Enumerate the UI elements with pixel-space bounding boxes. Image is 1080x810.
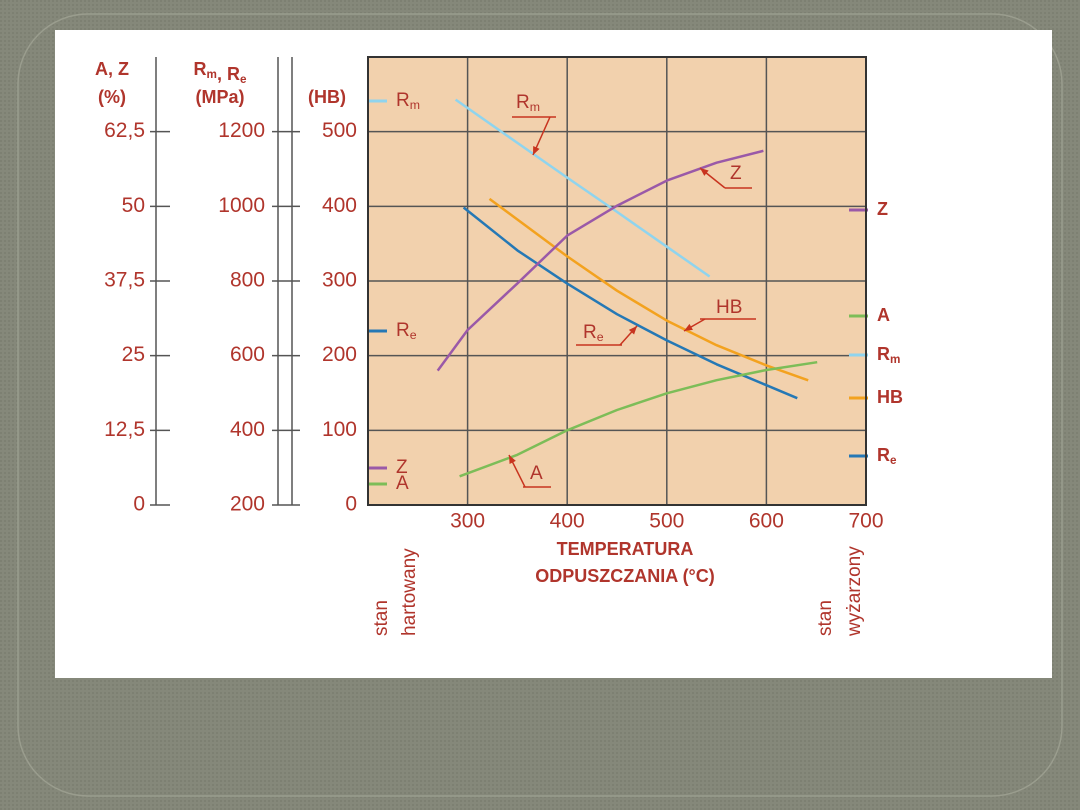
y-tick-label: 0 <box>133 493 145 516</box>
y-tick-label: 0 <box>345 493 357 516</box>
y-tick-label: 1000 <box>218 194 265 217</box>
arrow-head <box>628 326 637 335</box>
y-tick-label: 400 <box>322 194 357 217</box>
x-axis-label: ODPUSZCZANIA (°C) <box>535 566 715 586</box>
x-tick-label: 700 <box>848 510 883 533</box>
legend-label: Z <box>877 199 888 219</box>
axis-note: wyżarzony <box>844 546 865 637</box>
axis-note: stan <box>371 600 392 636</box>
arrow-head <box>700 168 709 176</box>
legend-label: Re <box>877 445 897 467</box>
start-label: A <box>396 473 409 494</box>
series-annotation: Re <box>583 322 604 344</box>
series-line <box>436 149 764 372</box>
y-axis-title: A, Z <box>95 59 129 79</box>
arrow-head <box>684 323 693 331</box>
x-tick-label: 300 <box>450 510 485 533</box>
y-tick-label: 37,5 <box>104 269 145 292</box>
y-tick-label: 400 <box>230 418 265 441</box>
start-label: Z <box>396 457 408 478</box>
series-line <box>488 197 809 382</box>
y-tick-label: 25 <box>122 343 145 366</box>
y-tick-label: 200 <box>230 493 265 516</box>
y-tick-label: 800 <box>230 269 265 292</box>
legend-label: Rm <box>877 344 900 366</box>
plot-border <box>367 56 867 506</box>
legend-label: HB <box>877 387 903 407</box>
arrow-head <box>533 146 540 155</box>
y-tick-label: 62,5 <box>104 119 145 142</box>
series-line <box>454 98 711 278</box>
start-label: Rm <box>396 90 420 112</box>
grid <box>368 57 867 506</box>
y-tick-label: 50 <box>122 194 145 217</box>
y-tick-label: 1200 <box>218 119 265 142</box>
series-annotation: A <box>530 463 543 484</box>
y-tick-label: 300 <box>322 269 357 292</box>
series-annotation: Z <box>730 163 742 184</box>
arrow-head <box>509 455 516 464</box>
series-annotation: HB <box>716 297 742 318</box>
x-tick-label: 400 <box>550 510 585 533</box>
y-axis-title: (%) <box>98 87 126 107</box>
start-label: Re <box>396 320 417 342</box>
legend-label: A <box>877 305 890 325</box>
x-tick-label: 600 <box>749 510 784 533</box>
series-annotation: Rm <box>516 92 540 114</box>
series-line <box>462 206 798 400</box>
x-tick-label: 500 <box>649 510 684 533</box>
frame <box>17 13 1063 797</box>
y-tick-label: 12,5 <box>104 418 145 441</box>
axis-note: hartowany <box>399 548 420 636</box>
y-tick-label: 600 <box>230 343 265 366</box>
y-axis-title: (HB) <box>308 87 346 107</box>
x-axis-label: TEMPERATURA <box>557 539 694 559</box>
y-tick-label: 100 <box>322 418 357 441</box>
y-axis-title: (MPa) <box>196 87 245 107</box>
y-tick-label: 200 <box>322 343 357 366</box>
axis-note: stan <box>815 600 836 636</box>
y-axis-title: Rm, Re <box>194 59 247 86</box>
series-line <box>459 360 818 478</box>
y-tick-label: 500 <box>322 119 357 142</box>
